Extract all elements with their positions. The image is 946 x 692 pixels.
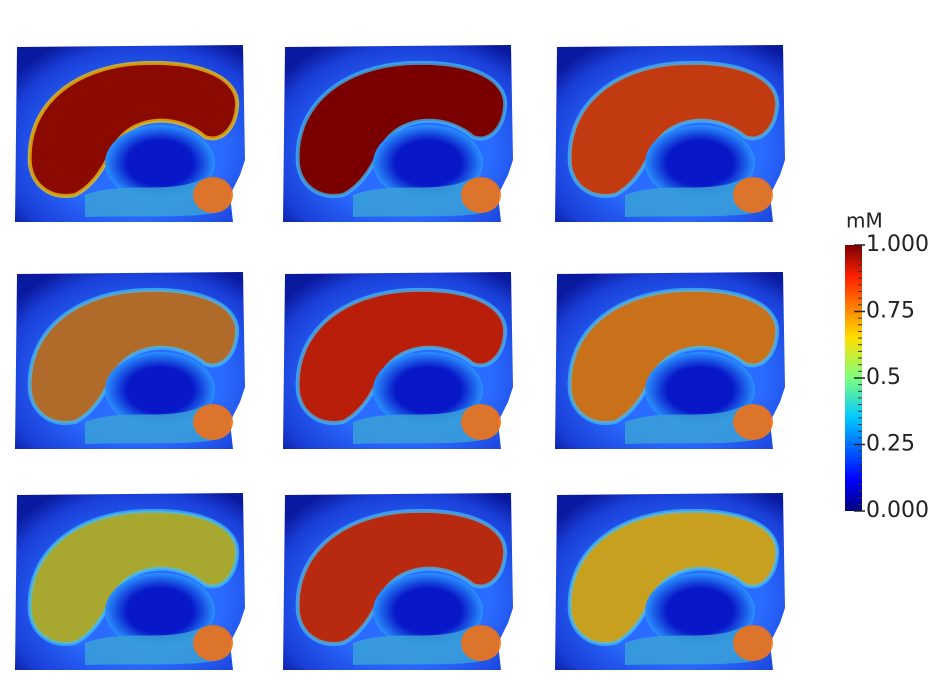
panel xyxy=(283,45,513,222)
panel xyxy=(15,272,245,449)
bottom-blob xyxy=(733,404,773,440)
tick-label: 0.000 xyxy=(866,498,929,523)
bottom-blob xyxy=(733,177,773,213)
panel xyxy=(283,493,513,670)
bottom-blob xyxy=(461,404,501,440)
ventricle xyxy=(567,508,780,646)
lower-structure xyxy=(625,625,771,665)
colorbar-label: mM xyxy=(846,209,883,233)
lower-structure xyxy=(353,177,499,217)
bottom-blob xyxy=(461,625,501,661)
panel xyxy=(283,272,513,449)
lower-structure xyxy=(353,404,499,444)
lower-structure xyxy=(85,404,231,444)
bottom-blob xyxy=(461,177,501,213)
lower-structure xyxy=(85,177,231,217)
inner-region xyxy=(645,573,755,649)
panel xyxy=(15,45,245,222)
inner-region xyxy=(373,573,483,649)
inner-region xyxy=(373,352,483,428)
bottom-blob xyxy=(193,625,233,661)
ventricle xyxy=(295,287,508,425)
lower-structure xyxy=(353,625,499,665)
tick-label: 0.5 xyxy=(866,365,901,390)
inner-region xyxy=(373,125,483,201)
panels xyxy=(15,45,785,670)
colorbar-ticks: 0.000 0.25 0.5 0.75 1.000 xyxy=(854,232,929,523)
tick-label: 0.25 xyxy=(866,432,915,457)
ventricle xyxy=(27,508,240,646)
ventricle xyxy=(567,287,780,425)
lower-structure xyxy=(625,404,771,444)
panel xyxy=(555,272,785,449)
panel xyxy=(555,493,785,670)
ventricle xyxy=(27,60,240,198)
lower-structure xyxy=(625,177,771,217)
inner-region xyxy=(105,125,215,201)
inner-region xyxy=(645,352,755,428)
ventricle xyxy=(295,60,508,198)
bottom-blob xyxy=(193,177,233,213)
lower-structure xyxy=(85,625,231,665)
bottom-blob xyxy=(193,404,233,440)
inner-region xyxy=(645,125,755,201)
panel xyxy=(555,45,785,222)
inner-region xyxy=(105,573,215,649)
tick-label: 1.000 xyxy=(866,232,929,257)
ventricle xyxy=(567,60,780,198)
ventricle xyxy=(27,287,240,425)
bottom-blob xyxy=(733,625,773,661)
ventricle xyxy=(295,508,508,646)
inner-region xyxy=(105,352,215,428)
panel xyxy=(15,493,245,670)
tick-label: 0.75 xyxy=(866,299,915,324)
